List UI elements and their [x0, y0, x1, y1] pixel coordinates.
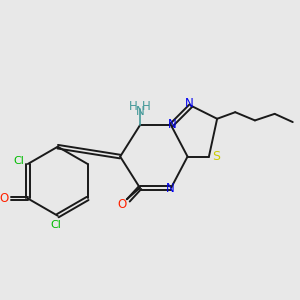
Text: N: N [167, 118, 176, 131]
Text: S: S [212, 150, 220, 163]
Text: Cl: Cl [13, 156, 24, 166]
Text: H: H [129, 100, 138, 113]
Text: N: N [166, 182, 175, 195]
Text: N: N [136, 105, 144, 118]
Text: Cl: Cl [51, 220, 62, 230]
Text: H: H [142, 100, 151, 113]
Text: O: O [0, 192, 9, 205]
Text: N: N [185, 98, 194, 110]
Text: O: O [117, 198, 126, 212]
